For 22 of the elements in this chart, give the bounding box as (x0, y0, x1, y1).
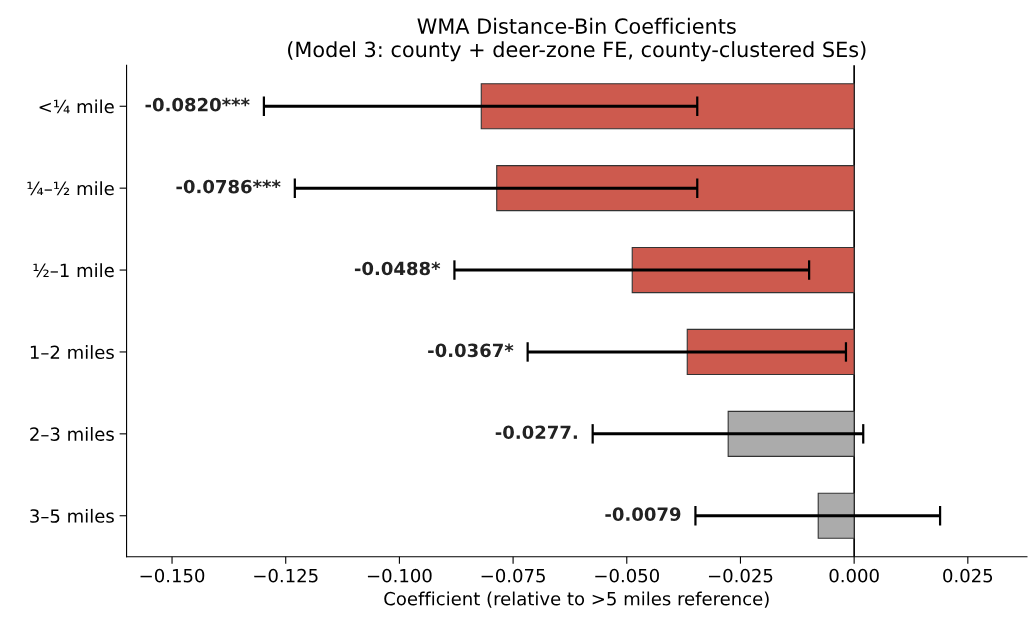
y-tick-label: ¼–½ mile (27, 181, 114, 196)
annotation: -0.0820*** (145, 97, 250, 112)
annotation: -0.0277. (495, 425, 577, 440)
y-tick-label: 2–3 miles (30, 426, 114, 441)
x-tick-label: −0.100 (367, 568, 432, 583)
x-axis-title: Coefficient (relative to >5 miles reference) (384, 591, 769, 608)
y-tick-label: <¼ mile (39, 99, 114, 114)
x-tick-label: −0.075 (481, 568, 545, 583)
x-tick-label: −0.025 (708, 568, 773, 583)
annotation: -0.0367* (428, 343, 514, 358)
annotation: -0.0079 (605, 507, 681, 521)
x-tick-label: −0.050 (595, 568, 659, 583)
y-tick-label: 3–5 miles (30, 508, 114, 523)
x-tick-label: 0.000 (829, 568, 879, 583)
y-tick-label: ½–1 mile (33, 263, 114, 278)
annotation: -0.0786*** (176, 179, 281, 194)
x-tick-label: 0.025 (943, 568, 993, 583)
annotation: -0.0488* (354, 261, 441, 276)
x-tick-label: −0.150 (140, 568, 205, 583)
chart-title: WMA Distance-Bin Coefficients (Model 3: county + deer-zone FE, county-clustered SEs) (288, 17, 866, 62)
x-tick-label: −0.125 (254, 568, 318, 583)
y-tick-label: 1–2 miles (30, 345, 114, 360)
